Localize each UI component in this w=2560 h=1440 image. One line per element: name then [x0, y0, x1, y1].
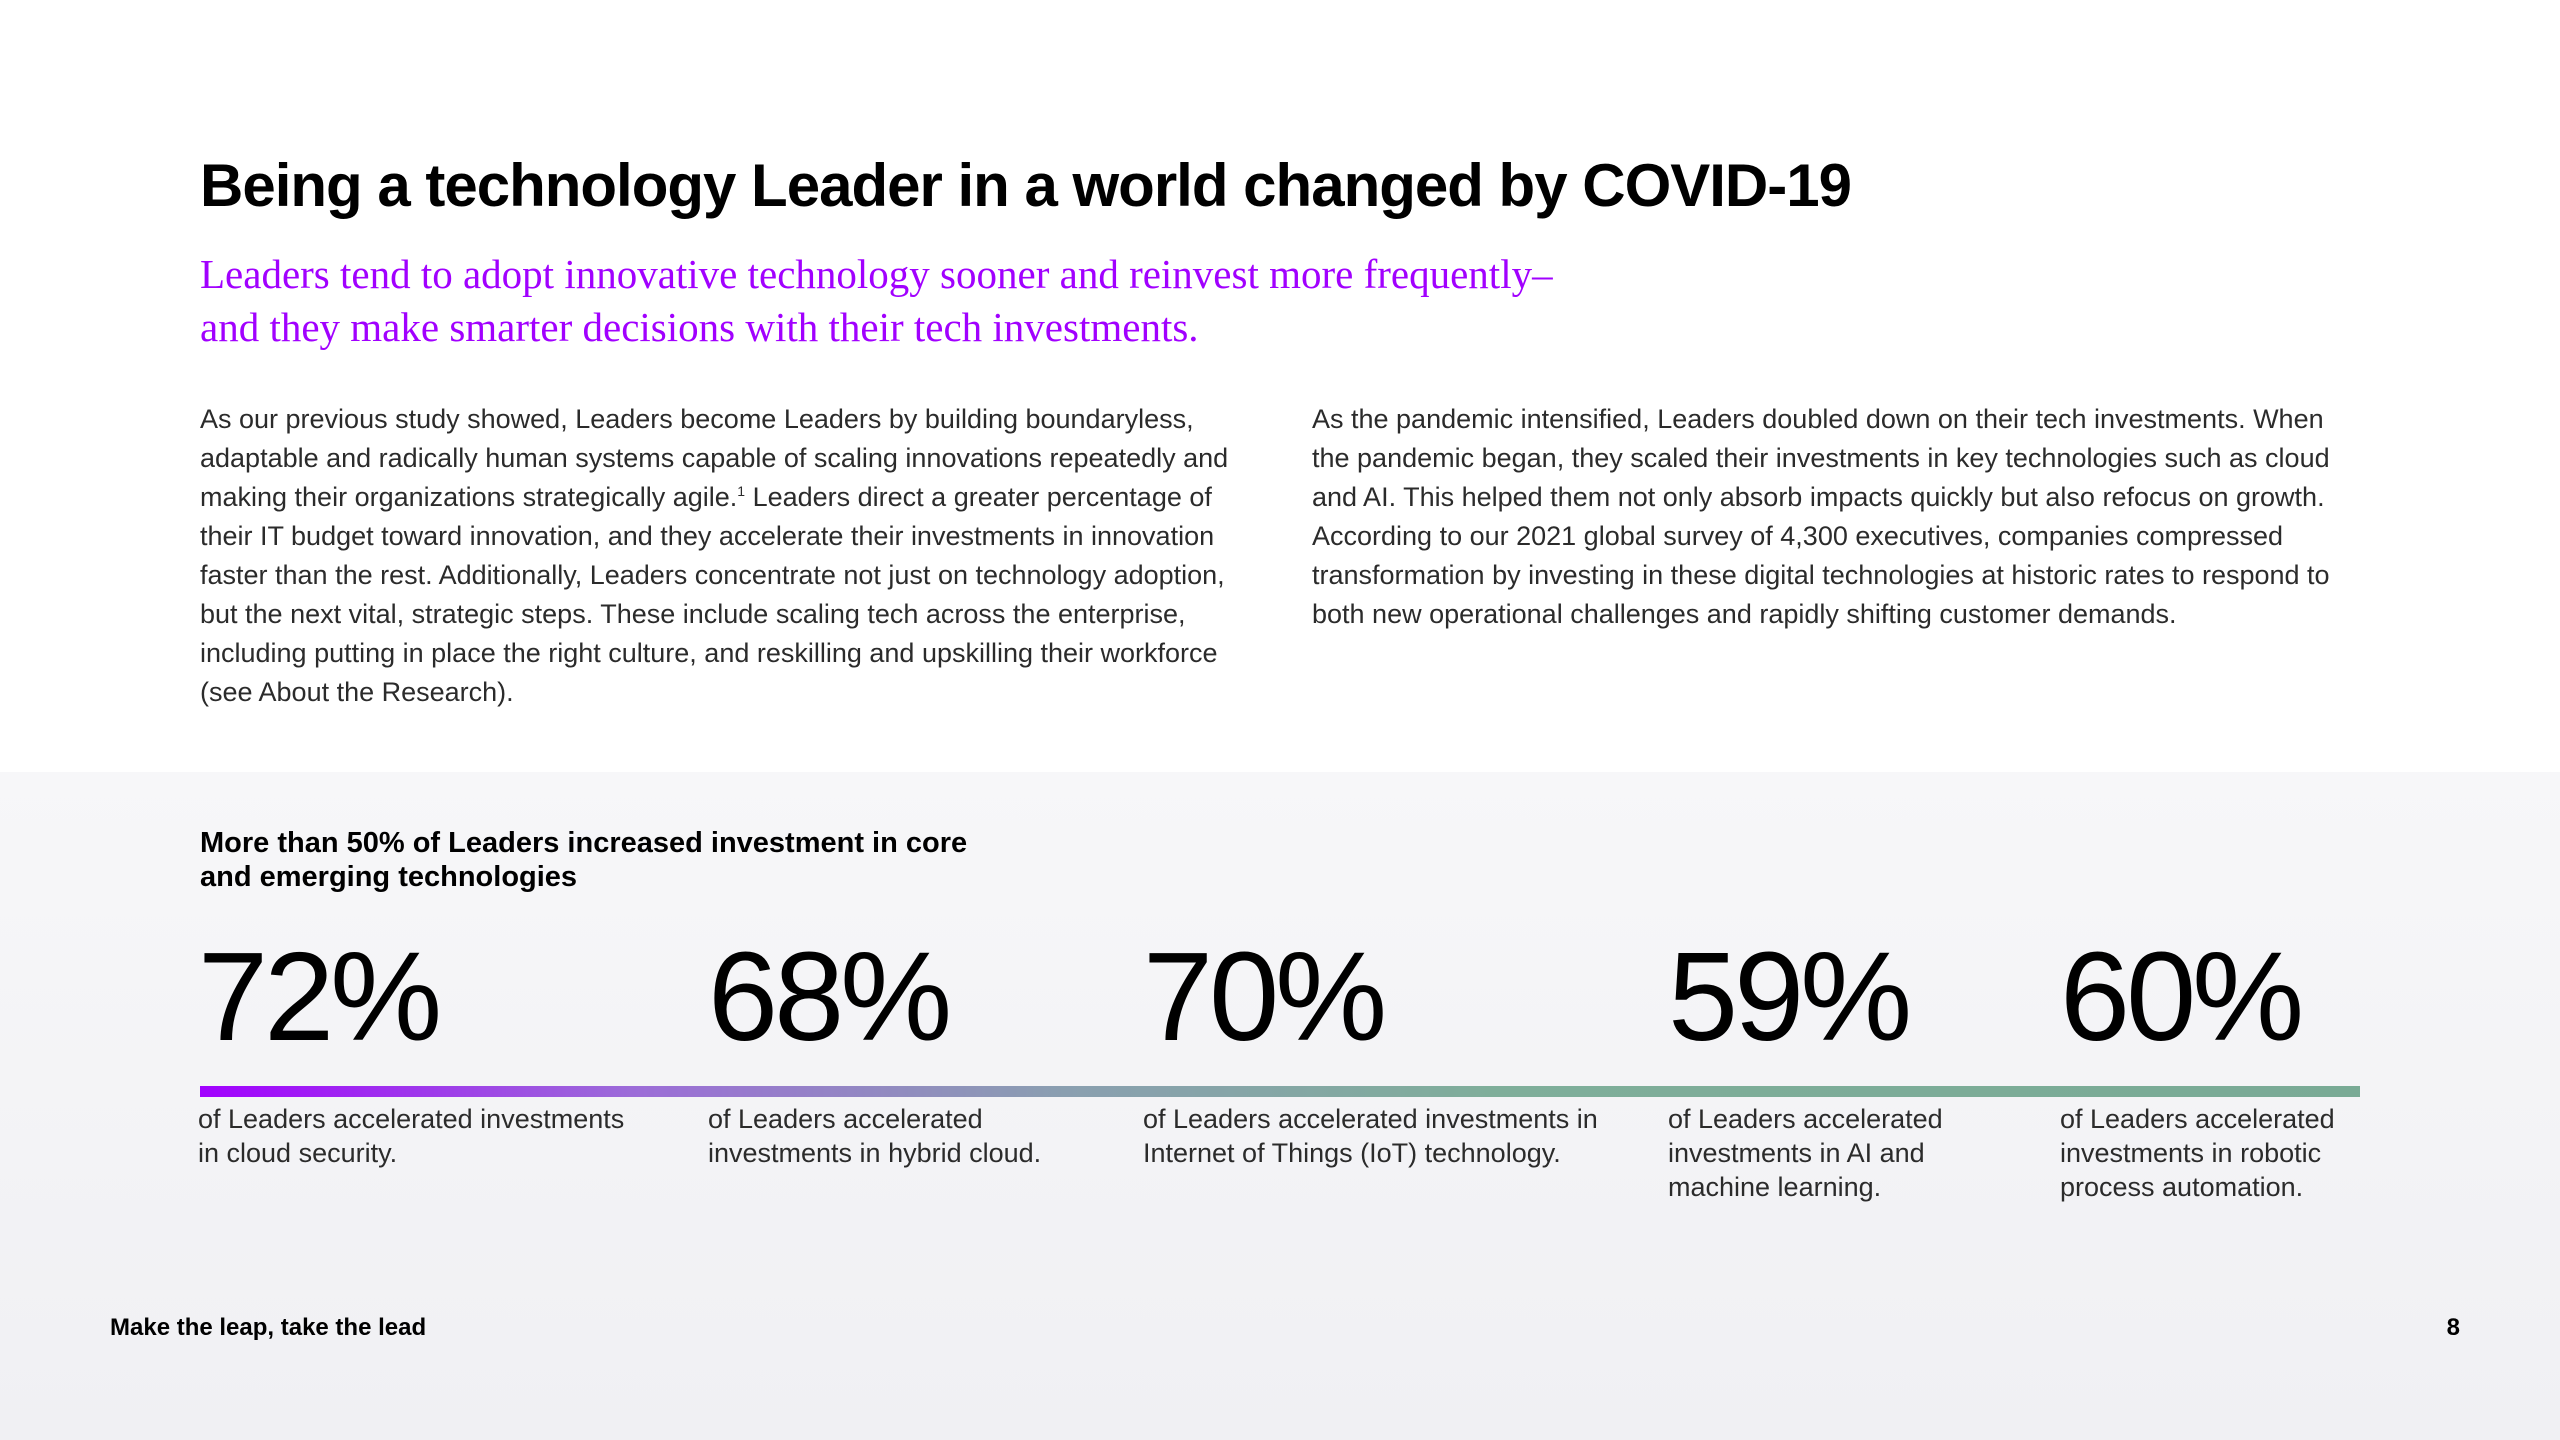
stat-rpa: 60% of Leaders accelerated investments i… — [2060, 926, 2360, 1203]
body-left-text-2: Leaders direct a greater percentage of t… — [200, 482, 1225, 707]
stats-section: More than 50% of Leaders increased inves… — [0, 772, 2560, 1440]
footer-tagline: Make the leap, take the lead — [110, 1314, 427, 1341]
page-number: 8 — [2446, 1314, 2460, 1341]
footnote-ref[interactable]: 1 — [737, 483, 746, 499]
stats-heading: More than 50% of Leaders increased inves… — [200, 827, 968, 893]
gradient-divider — [200, 1086, 2360, 1097]
body-column-left: As our previous study showed, Leaders be… — [200, 400, 1260, 712]
page-title: Being a technology Leader in a world cha… — [200, 152, 1852, 219]
stat-hybrid-cloud: 68% of Leaders accelerated investments i… — [708, 926, 1088, 1169]
stat-label: of Leaders accelerated investments in cl… — [198, 1104, 625, 1168]
stat-cloud-security: 72% of Leaders accelerated investments i… — [198, 926, 628, 1169]
intro-section: Being a technology Leader in a world cha… — [200, 152, 2330, 712]
body-column-right: As the pandemic intensified, Leaders dou… — [1312, 404, 2330, 629]
stat-value: 68% — [708, 926, 952, 1067]
stat-value: 70% — [1143, 926, 1387, 1067]
stat-value: 59% — [1668, 926, 1912, 1067]
stat-value: 60% — [2060, 926, 2304, 1067]
stat-label: of Leaders accelerated investments in ro… — [2060, 1104, 2335, 1202]
stat-ai-ml: 59% of Leaders accelerated investments i… — [1668, 926, 1998, 1203]
stat-label: of Leaders accelerated investments in hy… — [708, 1104, 1042, 1168]
subtitle: Leaders tend to adopt innovative technol… — [200, 251, 1553, 350]
stat-value: 72% — [198, 926, 442, 1067]
stat-label: of Leaders accelerated investments in AI… — [1668, 1104, 1943, 1202]
body-left-text-1: As our previous study showed, Leaders be… — [200, 404, 1229, 512]
stat-iot: 70% of Leaders accelerated investments i… — [1143, 926, 1603, 1169]
stat-label: of Leaders accelerated investments in In… — [1143, 1104, 1598, 1168]
